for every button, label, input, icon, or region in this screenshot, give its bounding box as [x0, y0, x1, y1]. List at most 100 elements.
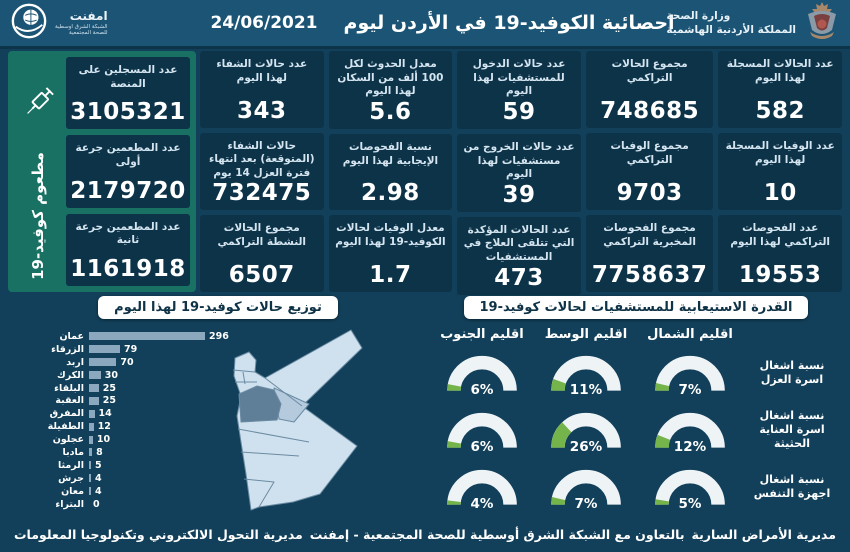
- bar-category-label: مادبا: [62, 446, 84, 458]
- stat-label: عدد حالات الشفاء لهذا اليوم: [216, 58, 308, 84]
- stat-value: 7758637: [591, 262, 708, 288]
- stat-card: عدد حالات الشفاء لهذا اليوم 343: [199, 51, 324, 128]
- stat-card: عدد الحالات المؤكدة التي تتلقى العلاج في…: [457, 216, 581, 295]
- stat-value: 732475: [212, 180, 312, 207]
- stat-card: مجموع الفحوصات المخبرية التراكمي 7758637: [585, 215, 714, 292]
- stat-label: عدد الحالات المؤكدة التي تتلقى العلاج في…: [463, 223, 575, 264]
- stat-card: مجموع الحالات النشطة التراكمي 6507: [199, 215, 324, 293]
- stat-value: 19553: [738, 262, 822, 288]
- bar-category-label: عجلون: [52, 434, 84, 446]
- stat-card: عدد حالات الدخول للمستشفيات لهذا اليوم 59: [457, 51, 581, 129]
- capacity-title: القدرة الاستيعابية للمستشفيات لحالات كوف…: [463, 296, 809, 319]
- stat-card: نسبة الفحوصات الإيجابية لهذا اليوم 2.98: [328, 133, 453, 211]
- gauge-value: 26%: [570, 439, 603, 455]
- stat-label: عدد المسجلين على المنصة: [78, 64, 178, 90]
- gauge-value: 7%: [679, 382, 702, 398]
- emphnet-name: امفنت: [69, 9, 108, 24]
- bar-value: 4: [95, 472, 102, 484]
- stat-label: عدد المطعمين جرعة ثانية: [75, 220, 181, 247]
- jordan-map: [232, 329, 363, 511]
- gauge-value: 6%: [471, 382, 494, 398]
- footer-right: مديرية الأمراض السارية: [691, 526, 836, 542]
- bar-row: البتراء 0: [20, 498, 320, 511]
- bar-value: 12: [97, 421, 111, 433]
- bar: [89, 384, 99, 392]
- gauge-table: اقليم الشمال اقليم الوسط اقليم الجنوب نسبة …: [430, 322, 842, 516]
- stat-card: عدد المطعمين جرعة أولى 2179720: [66, 135, 190, 208]
- vaccine-cards: عدد المسجلين على المنصة 3105321 عدد المطعم…: [66, 57, 190, 286]
- bar-category-label: عمان: [59, 330, 84, 342]
- bar-category-label: الطفيلة: [47, 421, 84, 433]
- gauge-value: 6%: [471, 439, 494, 455]
- stat-value: 2179720: [70, 177, 186, 204]
- bar-category-label: العقبة: [55, 395, 84, 407]
- map-region-amman: [238, 385, 282, 423]
- gauge-value: 12%: [674, 439, 707, 455]
- gauge: 12%: [648, 404, 732, 456]
- stat-card: عدد حالات الخروج من مستشفيات لهذا اليوم 3…: [457, 133, 581, 212]
- gauge: 26%: [544, 404, 628, 456]
- gauge-value: 4%: [471, 496, 494, 512]
- bar-category-label: الرمثا: [57, 459, 84, 471]
- bar-row: الكرك 30: [20, 369, 320, 382]
- bar: [89, 332, 205, 341]
- stat-card: عدد المطعمين جرعة ثانية 1161918: [66, 213, 190, 286]
- stat-label: مجموع الحالات التراكمي: [611, 58, 688, 84]
- stat-column: معدل الحدوث لكل 100 ألف من السكان لهذا ا…: [328, 51, 453, 293]
- region-header: اقليم الوسط: [544, 326, 628, 342]
- bar-value: 70: [120, 356, 134, 368]
- report-date: 24/06/2021: [210, 13, 318, 33]
- gauge-arc: 6%: [447, 412, 517, 455]
- stat-value: 10: [763, 180, 797, 206]
- gauge-arc: 12%: [655, 412, 725, 455]
- bar-category-label: جرش: [58, 472, 84, 484]
- ministry-block: وزارة الصحة المملكة الأردنية الهاشمية: [666, 1, 842, 45]
- stat-label: عدد الوفيات المسجلة لهذا اليوم: [725, 140, 835, 166]
- stat-value: 59: [502, 98, 536, 125]
- vaccine-panel: مطعوم كوفيد-19 عدد المسجلين على المنصة 31…: [8, 51, 196, 292]
- gauge-arc: 5%: [655, 470, 725, 512]
- bar-value: 8: [96, 446, 103, 458]
- stat-card: مجموع الوفيات التراكمي 9703: [585, 133, 714, 210]
- stat-column: مجموع الحالات التراكمي 748685 مجموع الوفيا…: [585, 51, 714, 292]
- stat-label: عدد حالات الخروج من مستشفيات لهذا اليوم: [463, 140, 575, 181]
- bar-row: الرمثا 5: [20, 459, 320, 472]
- stat-card: حالات الشفاء (المتوقعة) بعد انتهاء فترة …: [199, 132, 324, 211]
- gauge-row-label: نسبة اشغال اسرة العناية الحثيثة: [759, 408, 825, 451]
- bar-row: المفرق 14: [20, 407, 320, 420]
- stat-label: عدد حالات الدخول للمستشفيات لهذا اليوم: [472, 58, 566, 98]
- bar-category-label: المفرق: [49, 408, 84, 420]
- stat-card: عدد الفحوصات التراكمي لهذا اليوم 19553: [718, 215, 842, 292]
- bar: [89, 345, 120, 354]
- stat-value: 9703: [616, 180, 683, 206]
- gauge: 7%: [648, 347, 732, 399]
- gauge: 5%: [648, 461, 732, 513]
- stat-label: عدد الحالات المسجلة لهذا اليوم: [726, 58, 834, 84]
- stat-label: معدل الوفيات لحالات الكوفيد-19 لهذا اليو…: [335, 222, 446, 249]
- bar-value: 14: [98, 408, 112, 420]
- bar-row: الزرقاء 79: [20, 343, 320, 356]
- region-header: اقليم الجنوب: [440, 326, 524, 342]
- gauge: 4%: [440, 461, 524, 513]
- gauge-value: 7%: [575, 496, 598, 512]
- stat-label: مجموع الوفيات التراكمي: [610, 140, 689, 166]
- stat-label: نسبة الفحوصات الإيجابية لهذا اليوم: [342, 140, 439, 167]
- emphnet-subline-2: للصحة المجتمعية: [69, 29, 108, 36]
- stat-column: عدد الحالات المسجلة لهذا اليوم 582 عدد الو…: [718, 51, 842, 292]
- bar: [89, 448, 93, 457]
- gauge-arc: 11%: [551, 355, 621, 398]
- gauge-row-label: نسبة اشغال اجهزة التنفس: [753, 473, 831, 501]
- distribution-title: توزيع حالات كوفيد-19 لهذا اليوم: [98, 296, 338, 319]
- gauge: 7%: [544, 461, 628, 513]
- bar-row: مادبا 8: [20, 446, 320, 459]
- stat-value: 1.7: [369, 262, 412, 289]
- gauge-arc: 7%: [551, 470, 621, 512]
- stat-value: 343: [237, 97, 287, 124]
- stat-value: 3105321: [70, 99, 186, 126]
- footer: مديرية الأمراض السارية بالتعاون مع الشبك…: [0, 516, 850, 552]
- stat-value: 39: [502, 181, 536, 208]
- bar-row: البلقاء 25: [20, 382, 320, 395]
- bar: [89, 422, 94, 431]
- bar-category-label: اربد: [66, 356, 84, 368]
